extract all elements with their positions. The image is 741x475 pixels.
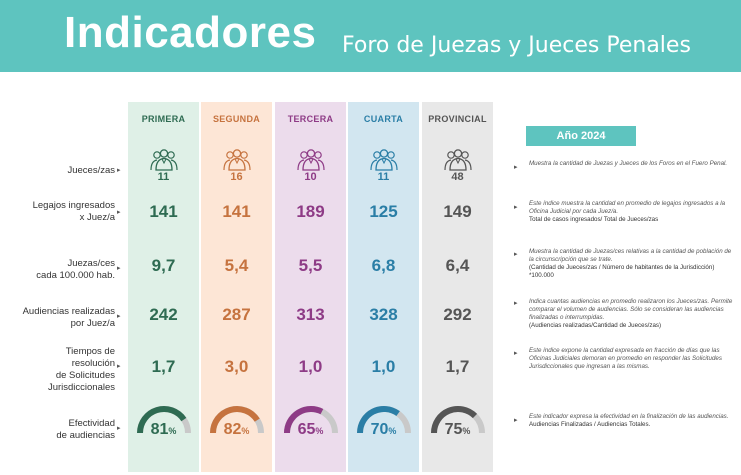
desc-tiempos: Este índice expone la cantidad expresada… xyxy=(529,347,722,370)
people-group-icon xyxy=(443,149,472,171)
arrow-icon: ▸ xyxy=(514,204,518,211)
column-header: SEGUNDA xyxy=(212,114,261,124)
header-banner: Indicadores Foro de Juezas y Jueces Pena… xyxy=(0,0,741,72)
column-header: TERCERA xyxy=(287,114,334,124)
value-tiempos: 3,0 xyxy=(224,357,249,376)
effectiveness-gauge: 65% xyxy=(275,403,346,439)
arrow-icon: ▸ xyxy=(117,209,121,216)
effectiveness-value: 81% xyxy=(150,421,177,438)
people-group-icon xyxy=(296,149,325,171)
value-juezas: 5,5 xyxy=(298,256,323,275)
arrow-icon: ▸ xyxy=(514,300,518,307)
desc-efectividad: Este indicador expresa la efectividad en… xyxy=(529,413,729,428)
effectiveness-gauge: 75% xyxy=(422,403,493,439)
value-audiencias: 242 xyxy=(149,305,178,324)
value-audiencias: 292 xyxy=(443,305,472,324)
value-audiencias: 328 xyxy=(369,305,398,324)
effectiveness-gauge: 81% xyxy=(128,403,199,439)
value-juezas: 9,7 xyxy=(151,256,176,275)
value-audiencias: 287 xyxy=(222,305,251,324)
desc-juezas: Muestra la cantidad de Juezas/ces relati… xyxy=(529,248,732,279)
column-header: CUARTA xyxy=(363,114,404,124)
judges-count: 10 xyxy=(304,171,317,183)
row-label-efectividad: Efectividad de audiencias xyxy=(56,418,115,441)
arrow-icon: ▸ xyxy=(514,164,518,171)
row-label-juezas: Juezas/ces cada 100.000 hab. xyxy=(36,258,115,281)
arrow-icon: ▸ xyxy=(514,350,518,357)
row-label-tiempos: Tiempos de resolución de Solicitudes Jurisd… xyxy=(47,346,115,393)
judges-cell: 48 xyxy=(422,148,493,183)
value-legajos: 141 xyxy=(149,202,178,221)
arrow-icon: ▸ xyxy=(514,251,518,258)
value-juezas: 6,8 xyxy=(371,256,396,275)
arrow-icon: ▸ xyxy=(117,425,121,432)
year-badge: Año 2024 xyxy=(526,126,636,146)
row-label-audiencias: Audiencias realizadas por Juez/a xyxy=(22,306,115,329)
judges-cell: 11 xyxy=(348,148,419,183)
effectiveness-gauge: 70% xyxy=(348,403,419,439)
people-group-icon xyxy=(369,149,398,171)
column-header: PRIMERA xyxy=(141,114,186,124)
row-label-jueces: Jueces/zas xyxy=(67,165,115,176)
effectiveness-value: 65% xyxy=(297,421,324,438)
arrow-icon: ▸ xyxy=(117,167,121,174)
value-tiempos: 1,7 xyxy=(151,357,176,376)
row-label-legajos: Legajos ingresados x Juez/a xyxy=(32,200,115,223)
judges-count: 11 xyxy=(377,171,390,183)
effectiveness-gauge: 82% xyxy=(201,403,272,439)
judges-count: 48 xyxy=(451,171,464,183)
value-juezas: 5,4 xyxy=(224,256,249,275)
desc-audiencias: Indica cuantas audiencias en promedio re… xyxy=(529,298,733,329)
value-legajos: 149 xyxy=(443,202,472,221)
value-audiencias: 313 xyxy=(296,305,325,324)
effectiveness-value: 70% xyxy=(370,421,397,438)
value-legajos: 189 xyxy=(296,202,325,221)
judges-cell: 11 xyxy=(128,148,199,183)
people-group-icon xyxy=(149,149,178,171)
value-tiempos: 1,0 xyxy=(371,357,396,376)
effectiveness-value: 75% xyxy=(444,421,471,438)
value-tiempos: 1,7 xyxy=(445,357,470,376)
judges-cell: 16 xyxy=(201,148,272,183)
page-title: Indicadores xyxy=(64,8,317,57)
judges-count: 16 xyxy=(230,171,243,183)
judges-cell: 10 xyxy=(275,148,346,183)
page-subtitle: Foro de Juezas y Jueces Penales xyxy=(342,33,691,58)
arrow-icon: ▸ xyxy=(117,363,121,370)
desc-jueces: Muestra la cantidad de Juezas y Jueces d… xyxy=(529,160,728,167)
arrow-icon: ▸ xyxy=(117,313,121,320)
value-legajos: 125 xyxy=(369,202,398,221)
people-group-icon xyxy=(222,149,251,171)
value-legajos: 141 xyxy=(222,202,251,221)
arrow-icon: ▸ xyxy=(117,265,121,272)
arrow-icon: ▸ xyxy=(514,417,518,424)
effectiveness-value: 82% xyxy=(223,421,250,438)
value-juezas: 6,4 xyxy=(445,256,470,275)
value-tiempos: 1,0 xyxy=(298,357,323,376)
judges-count: 11 xyxy=(157,171,170,183)
column-header: PROVINCIAL xyxy=(428,114,487,124)
desc-legajos: Este índice muestra la cantidad en prome… xyxy=(529,200,726,223)
